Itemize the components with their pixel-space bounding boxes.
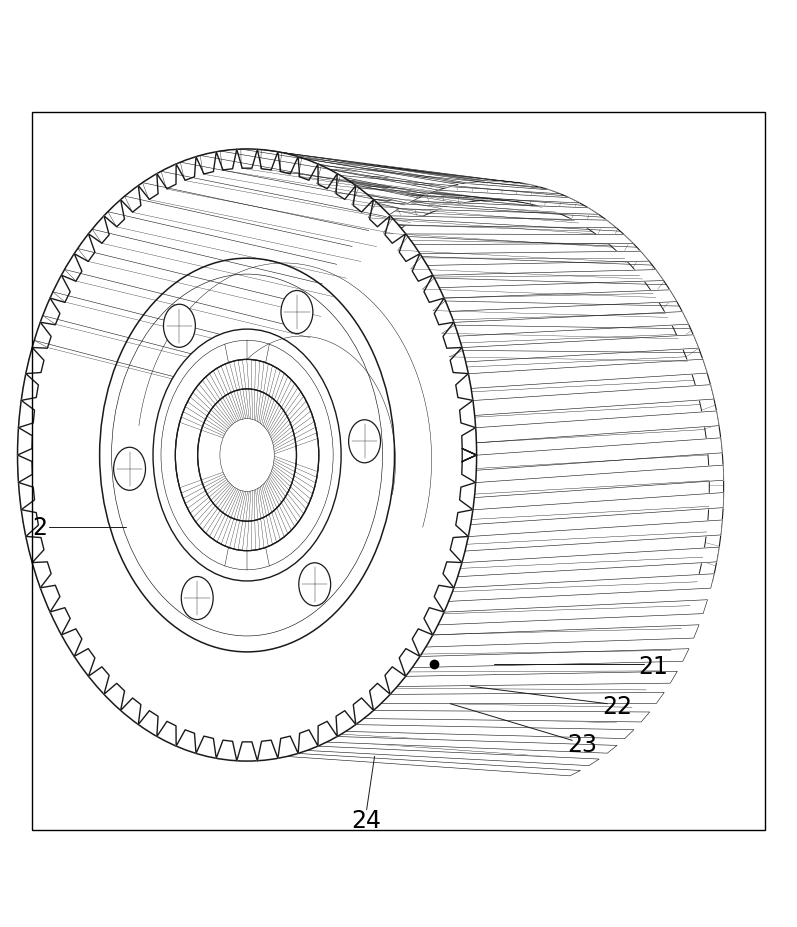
Polygon shape: [473, 386, 714, 416]
Polygon shape: [196, 155, 418, 204]
Polygon shape: [287, 754, 580, 776]
Polygon shape: [45, 599, 319, 684]
Polygon shape: [18, 150, 477, 761]
Ellipse shape: [18, 150, 477, 761]
Ellipse shape: [175, 360, 319, 551]
Polygon shape: [237, 150, 458, 188]
Polygon shape: [23, 522, 285, 615]
Polygon shape: [88, 224, 318, 303]
Polygon shape: [356, 186, 579, 204]
Ellipse shape: [181, 577, 213, 620]
Polygon shape: [412, 649, 689, 668]
Text: 24: 24: [351, 808, 382, 832]
Polygon shape: [327, 737, 617, 754]
Polygon shape: [19, 495, 278, 590]
Polygon shape: [278, 153, 500, 182]
Polygon shape: [449, 574, 714, 602]
Polygon shape: [465, 520, 722, 552]
Polygon shape: [420, 252, 649, 266]
Polygon shape: [104, 208, 332, 282]
Ellipse shape: [153, 330, 341, 581]
Text: 22: 22: [603, 694, 633, 718]
Polygon shape: [157, 169, 381, 229]
Polygon shape: [476, 412, 719, 443]
Polygon shape: [41, 310, 277, 400]
Polygon shape: [406, 235, 634, 246]
Ellipse shape: [299, 564, 331, 606]
Ellipse shape: [163, 305, 195, 348]
Polygon shape: [474, 465, 724, 498]
Polygon shape: [139, 180, 363, 245]
Polygon shape: [298, 158, 520, 184]
Polygon shape: [257, 150, 479, 184]
Polygon shape: [32, 334, 272, 427]
Ellipse shape: [281, 291, 313, 334]
Polygon shape: [176, 160, 399, 216]
Polygon shape: [26, 360, 268, 454]
Polygon shape: [18, 413, 265, 509]
Polygon shape: [454, 312, 689, 337]
Polygon shape: [346, 725, 634, 739]
Polygon shape: [36, 575, 306, 663]
Text: 2: 2: [33, 515, 47, 540]
Ellipse shape: [220, 419, 274, 492]
Polygon shape: [61, 264, 295, 349]
Polygon shape: [216, 151, 438, 195]
Polygon shape: [363, 711, 650, 722]
Polygon shape: [337, 174, 560, 195]
Polygon shape: [74, 243, 305, 325]
Polygon shape: [462, 336, 699, 362]
Text: 23: 23: [567, 731, 597, 756]
Polygon shape: [397, 672, 677, 687]
Polygon shape: [318, 165, 540, 188]
Polygon shape: [18, 440, 268, 537]
Polygon shape: [22, 386, 265, 482]
Ellipse shape: [100, 259, 395, 653]
Polygon shape: [18, 468, 272, 564]
Polygon shape: [391, 217, 616, 229]
Polygon shape: [374, 200, 599, 215]
Polygon shape: [469, 360, 707, 389]
Ellipse shape: [114, 448, 146, 490]
Polygon shape: [438, 600, 708, 625]
Polygon shape: [426, 625, 699, 647]
Text: 21: 21: [638, 654, 669, 679]
Polygon shape: [477, 438, 722, 471]
Ellipse shape: [198, 389, 296, 522]
Polygon shape: [433, 271, 664, 288]
Polygon shape: [470, 493, 724, 525]
Polygon shape: [50, 286, 285, 375]
Polygon shape: [29, 549, 295, 640]
Polygon shape: [120, 192, 347, 262]
Polygon shape: [381, 692, 664, 704]
Polygon shape: [444, 290, 677, 312]
Polygon shape: [307, 746, 599, 766]
Polygon shape: [457, 548, 719, 578]
Ellipse shape: [348, 420, 380, 464]
